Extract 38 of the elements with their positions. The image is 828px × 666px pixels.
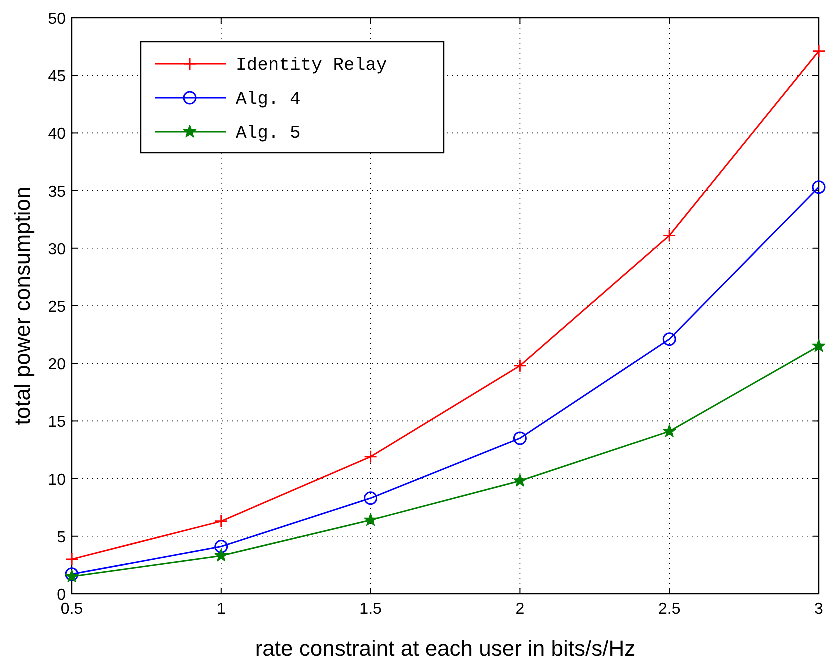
y-tick-label: 20 — [48, 356, 66, 374]
legend-label: Alg. 5 — [236, 124, 301, 144]
point — [65, 552, 79, 566]
point — [662, 228, 676, 242]
x-tick-label: 3 — [814, 601, 824, 618]
y-tick-label: 25 — [48, 299, 66, 316]
y-tick-label: 35 — [48, 184, 66, 201]
point — [364, 450, 378, 464]
y-tick-label: 0 — [57, 587, 66, 604]
point — [214, 548, 228, 562]
x-tick-label: 2.5 — [658, 601, 681, 618]
x-tick-label: 1.5 — [360, 601, 382, 618]
y-tick-label: 30 — [48, 241, 66, 258]
point — [214, 540, 228, 554]
legend-label: Alg. 4 — [236, 90, 301, 110]
point — [364, 492, 378, 506]
point — [812, 339, 826, 352]
legend-label: Identity Relay — [236, 56, 388, 76]
y-tick-label: 40 — [48, 126, 66, 144]
y-tick-label: 45 — [48, 68, 66, 86]
point — [214, 514, 228, 528]
point — [364, 513, 378, 526]
point — [513, 359, 527, 373]
point — [513, 432, 527, 446]
x-axis-title: rate constraint at each user in bits/s/Hz — [255, 636, 636, 661]
y-tick-label: 5 — [57, 529, 66, 546]
point — [812, 44, 826, 58]
point — [662, 332, 676, 346]
y-axis-title: total power consumption — [10, 186, 35, 426]
x-tick-label: 0.5 — [60, 601, 84, 618]
point — [514, 474, 527, 487]
y-tick-label: 50 — [48, 11, 66, 28]
x-tick-label: 1 — [216, 601, 226, 618]
point — [812, 180, 826, 194]
y-tick-label: 15 — [48, 414, 66, 432]
x-tick-label: 2 — [516, 601, 525, 618]
y-tick-label: 10 — [48, 472, 66, 489]
point — [662, 424, 676, 438]
